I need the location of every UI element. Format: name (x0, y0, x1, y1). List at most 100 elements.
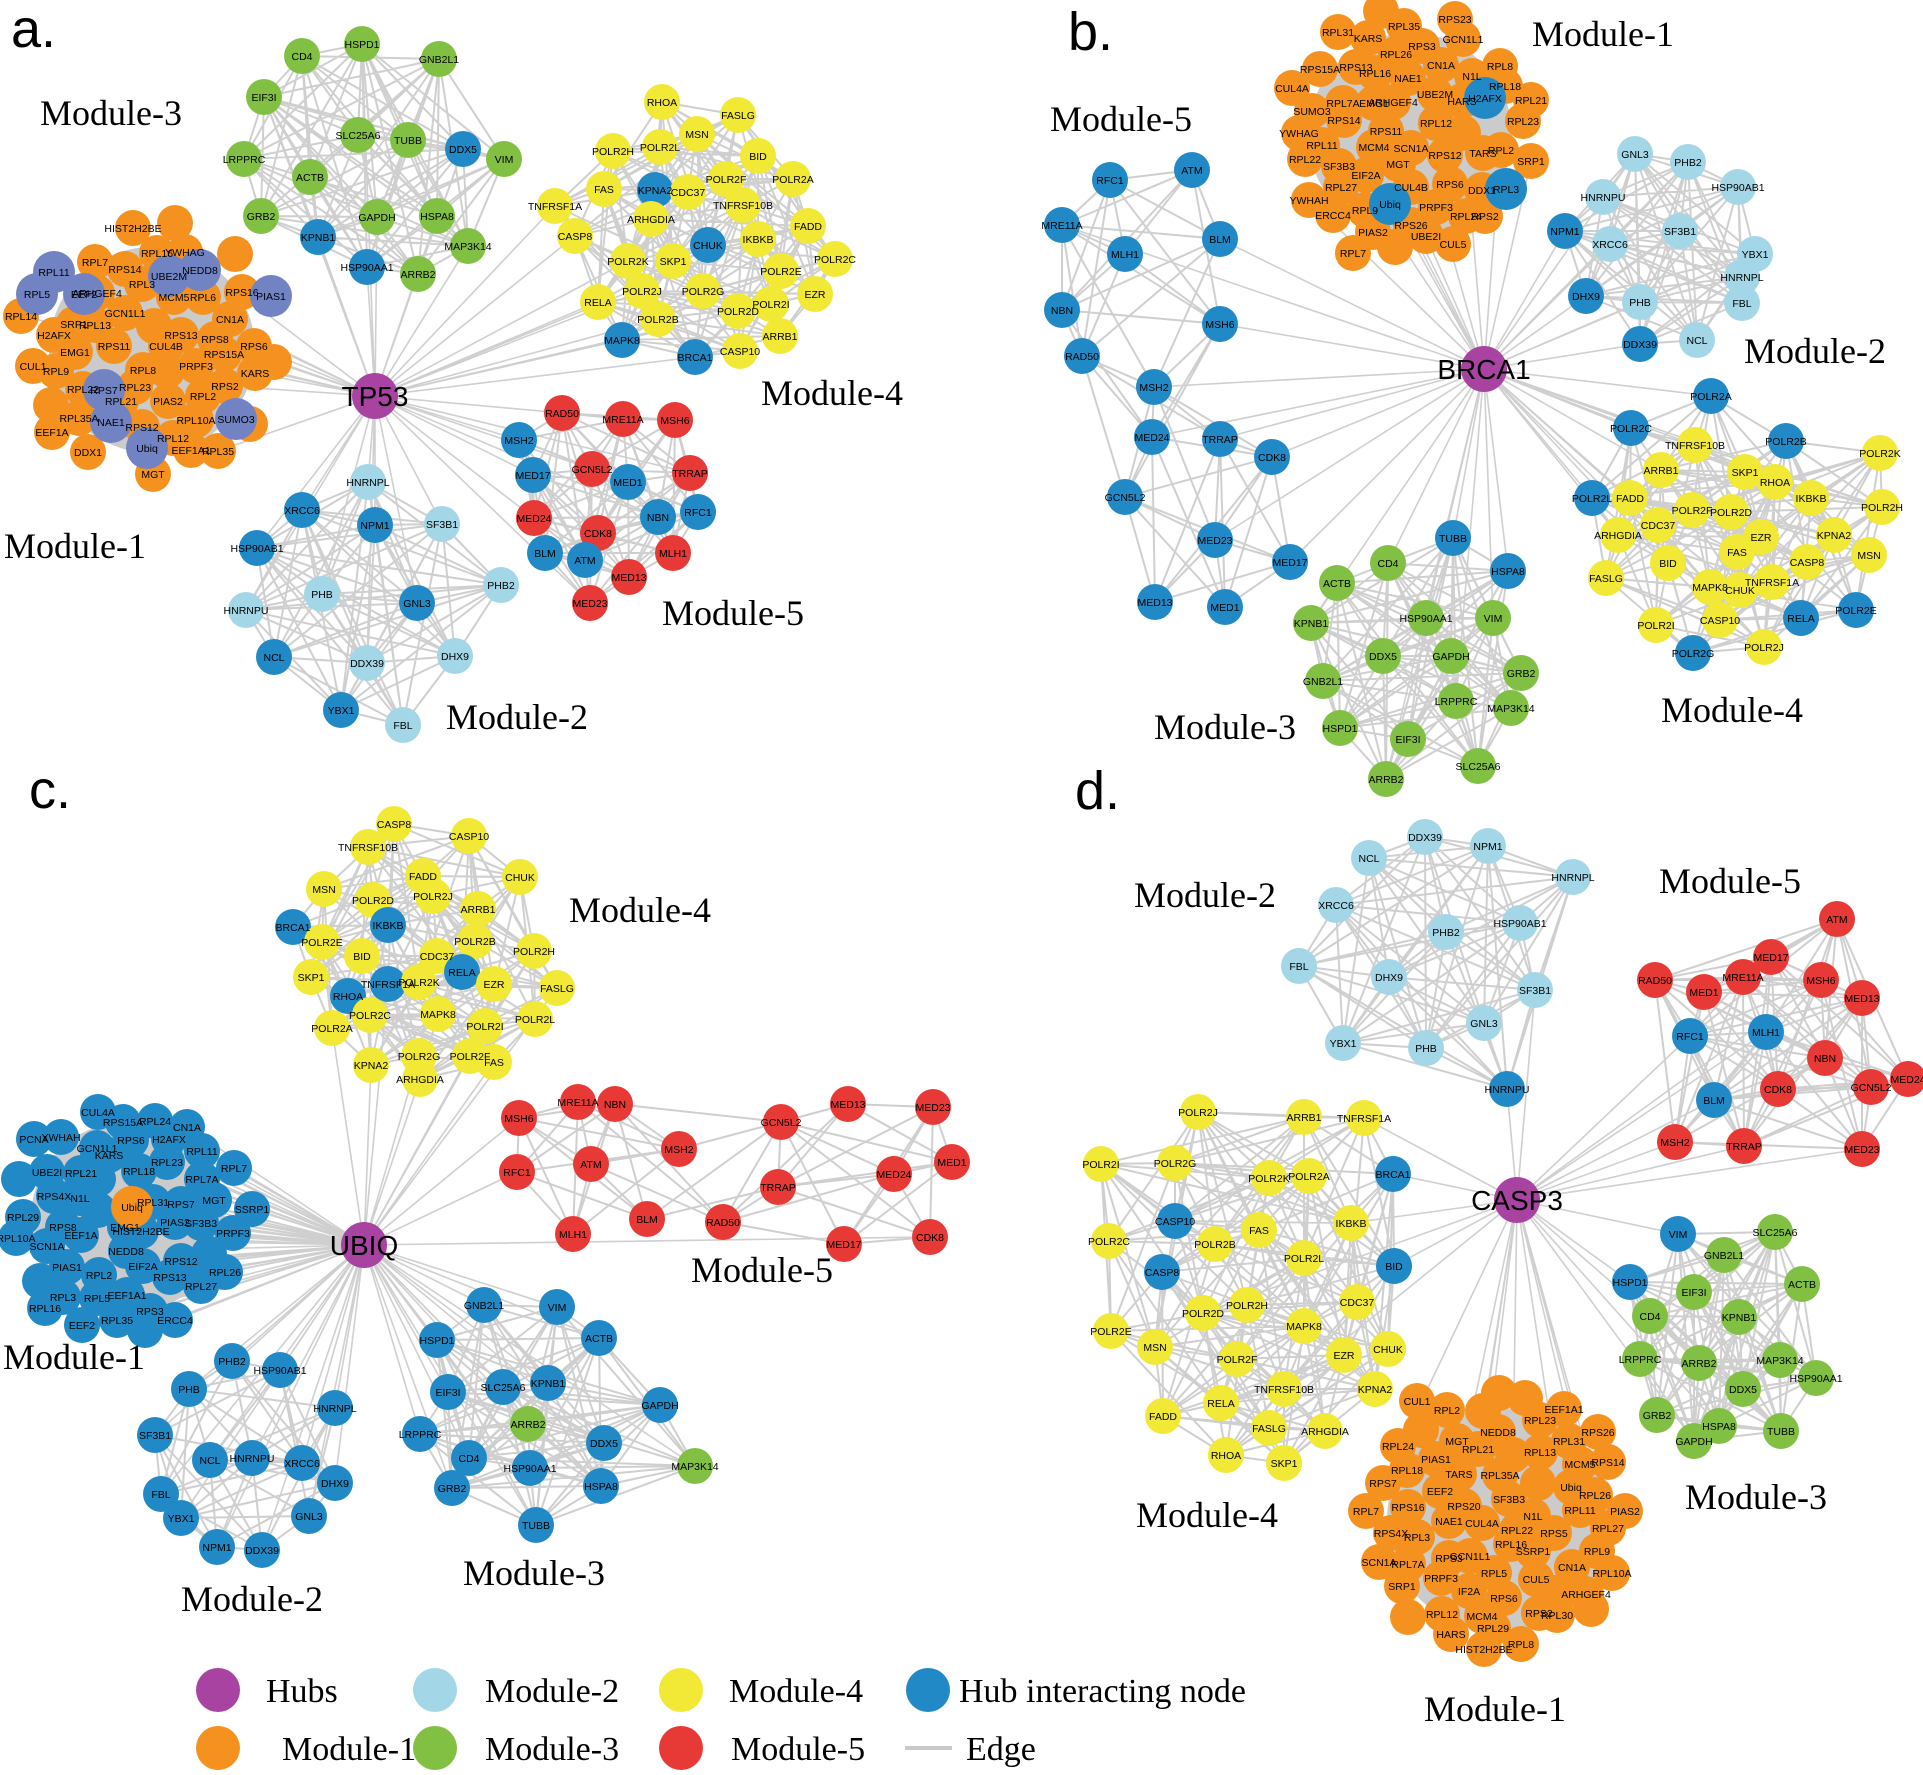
svg-text:LRPPRC: LRPPRC (1435, 696, 1478, 708)
svg-text:POLR2K: POLR2K (398, 977, 439, 989)
svg-text:EZR: EZR (1751, 532, 1772, 544)
svg-text:NBN: NBN (604, 1099, 626, 1111)
svg-text:TNFRSF10B: TNFRSF10B (1254, 1384, 1314, 1396)
svg-text:RPL9: RPL9 (43, 366, 69, 378)
svg-text:PRPF3: PRPF3 (179, 361, 213, 373)
svg-text:SKP1: SKP1 (1271, 1458, 1298, 1470)
svg-text:H2AFX: H2AFX (152, 1134, 186, 1146)
svg-text:HSP90AA1: HSP90AA1 (1789, 1373, 1842, 1385)
svg-text:RPL7: RPL7 (1340, 248, 1366, 260)
svg-text:BLM: BLM (636, 1214, 658, 1226)
svg-text:CASP10: CASP10 (720, 346, 760, 358)
svg-text:CUL4A: CUL4A (1465, 1518, 1499, 1530)
svg-text:POLR2C: POLR2C (349, 1010, 391, 1022)
svg-text:POLR2H: POLR2H (592, 146, 634, 158)
svg-text:RPL10A: RPL10A (0, 1233, 36, 1245)
svg-text:Module-1: Module-1 (4, 526, 146, 566)
svg-text:MRE11A: MRE11A (1722, 972, 1763, 984)
svg-text:FASLG: FASLG (540, 983, 574, 995)
svg-text:CUL4A: CUL4A (1275, 83, 1309, 95)
svg-text:RPL22: RPL22 (67, 384, 99, 396)
svg-text:RPS26: RPS26 (1581, 1427, 1614, 1439)
svg-text:RPS6: RPS6 (1436, 179, 1464, 191)
svg-text:Module-5: Module-5 (731, 1731, 865, 1768)
svg-text:CUL5: CUL5 (1523, 1574, 1550, 1586)
svg-text:UBE2M: UBE2M (1417, 89, 1453, 101)
svg-text:YWHAG: YWHAG (165, 247, 205, 259)
svg-text:CDK8: CDK8 (584, 528, 612, 540)
svg-text:RPL23: RPL23 (151, 1157, 183, 1169)
svg-text:NBN: NBN (1814, 1053, 1836, 1065)
svg-text:CDK8: CDK8 (1258, 452, 1286, 464)
svg-text:Module-5: Module-5 (1659, 861, 1801, 901)
svg-text:CD4: CD4 (1377, 558, 1398, 570)
svg-text:MLH1: MLH1 (659, 548, 687, 560)
svg-text:TNFRSF10B: TNFRSF10B (1665, 440, 1725, 452)
svg-text:POLR2E: POLR2E (1090, 1326, 1131, 1338)
svg-text:VIM: VIM (548, 1302, 567, 1314)
svg-text:TNFRSF1A: TNFRSF1A (528, 201, 582, 213)
svg-text:BLM: BLM (1703, 1095, 1725, 1107)
svg-text:HSP90AB1: HSP90AB1 (253, 1365, 306, 1377)
svg-text:GCN5L2: GCN5L2 (1851, 1082, 1892, 1094)
svg-text:SRP1: SRP1 (60, 319, 88, 331)
svg-text:MED1: MED1 (937, 1157, 966, 1169)
svg-text:TUBB: TUBB (522, 1520, 550, 1532)
svg-text:TNFRSF1A: TNFRSF1A (1337, 1113, 1391, 1125)
svg-text:SLC25A6: SLC25A6 (481, 1382, 526, 1394)
svg-text:MLH1: MLH1 (559, 1229, 587, 1241)
svg-text:LRPPRC: LRPPRC (399, 1429, 442, 1441)
svg-text:RPL35: RPL35 (202, 446, 234, 458)
svg-text:RPL35A: RPL35A (1480, 1470, 1519, 1482)
svg-text:MED24: MED24 (1890, 1074, 1923, 1086)
svg-text:POLR2D: POLR2D (1182, 1308, 1224, 1320)
svg-text:PRPF3: PRPF3 (216, 1228, 250, 1240)
svg-text:CHUK: CHUK (693, 240, 723, 252)
svg-text:PHB2: PHB2 (487, 580, 515, 592)
svg-text:Module-4: Module-4 (569, 890, 711, 930)
svg-text:NCL: NCL (1686, 335, 1707, 347)
svg-text:BID: BID (1659, 558, 1677, 570)
svg-text:IF2A: IF2A (1458, 1586, 1480, 1598)
svg-text:MSH6: MSH6 (1205, 319, 1234, 331)
svg-text:Hubs: Hubs (266, 1673, 338, 1710)
svg-text:IKBKB: IKBKB (1796, 493, 1827, 505)
svg-text:RPL11: RPL11 (38, 267, 69, 279)
svg-text:TNFRSF10B: TNFRSF10B (338, 842, 398, 854)
svg-text:RPL23: RPL23 (1507, 116, 1539, 128)
svg-text:DDX5: DDX5 (590, 1438, 618, 1450)
svg-text:PHB: PHB (1415, 1043, 1437, 1055)
svg-text:PIAS1: PIAS1 (256, 291, 286, 303)
svg-text:MED23: MED23 (915, 1102, 950, 1114)
svg-text:Module-2: Module-2 (446, 697, 588, 737)
svg-text:POLR2L: POLR2L (1284, 1253, 1324, 1265)
svg-text:EIF3I: EIF3I (1395, 734, 1420, 746)
svg-text:HARS: HARS (1436, 1629, 1465, 1641)
svg-text:RELA: RELA (448, 967, 475, 979)
svg-text:ACTB: ACTB (1788, 1279, 1816, 1291)
svg-text:RPS2: RPS2 (1471, 211, 1499, 223)
svg-text:HIST2H2BE: HIST2H2BE (104, 223, 161, 235)
svg-text:Ubiq: Ubiq (121, 1202, 143, 1214)
svg-text:MED13: MED13 (611, 572, 646, 584)
svg-text:EMG1: EMG1 (110, 1222, 140, 1234)
svg-text:RPL8: RPL8 (1487, 61, 1513, 73)
svg-text:GNL3: GNL3 (1621, 149, 1649, 161)
svg-text:RPL18: RPL18 (123, 1166, 155, 1178)
svg-text:RPL3: RPL3 (129, 279, 155, 291)
svg-text:RPL16: RPL16 (1359, 68, 1391, 80)
svg-text:HNRNPL: HNRNPL (1551, 872, 1594, 884)
svg-text:FAS: FAS (1727, 547, 1747, 559)
svg-text:POLR2K: POLR2K (1859, 448, 1900, 460)
svg-text:RPL22: RPL22 (1289, 154, 1321, 166)
svg-text:HSPA8: HSPA8 (1491, 566, 1525, 578)
svg-text:POLR2J: POLR2J (1744, 642, 1784, 654)
svg-text:ARHGEF4: ARHGEF4 (1561, 1589, 1611, 1601)
svg-text:CUL1: CUL1 (1404, 1396, 1431, 1408)
svg-text:TRRAP: TRRAP (672, 468, 708, 480)
svg-text:RPL21: RPL21 (65, 1168, 97, 1180)
svg-text:MED13: MED13 (1844, 993, 1879, 1005)
svg-text:Module-2: Module-2 (485, 1673, 619, 1710)
svg-text:MSN: MSN (1857, 550, 1880, 562)
svg-text:ATM: ATM (1826, 914, 1847, 926)
